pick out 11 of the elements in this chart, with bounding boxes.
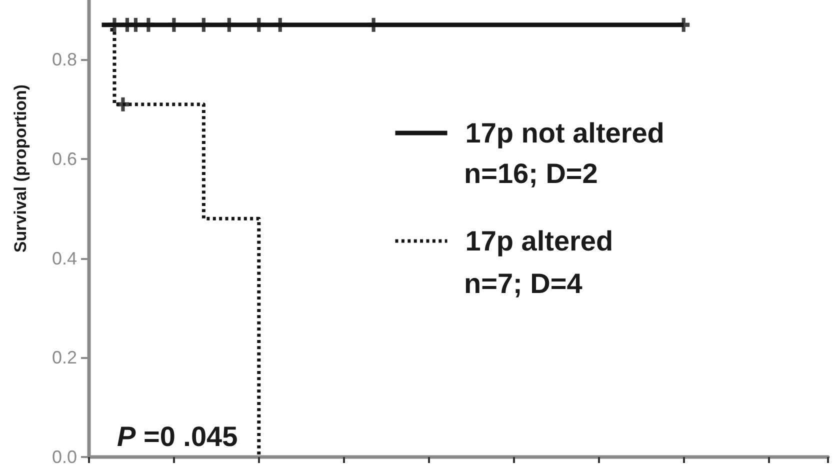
annotation: n=7; D=4 [464,268,582,299]
y-tick-label: 0.8 [52,50,77,70]
y-tick-label: 0.4 [52,248,77,268]
annotation: P =0 .045 [117,421,238,452]
y-tick-label: 0.0 [52,447,77,467]
legend-label: 17p not altered [465,118,664,148]
y-tick-label: 0.2 [52,348,77,368]
legend-label: 17p altered [465,226,614,256]
y-tick-label: 0.6 [52,148,77,169]
annotation: n=16; D=2 [464,158,598,189]
y-axis-title: Survival (proportion) [11,84,30,253]
